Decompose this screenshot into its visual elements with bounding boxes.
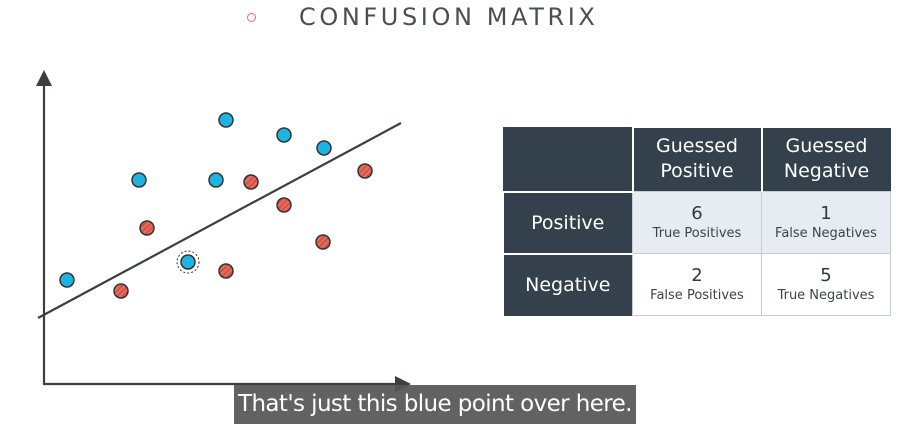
row-header-negative: Negative bbox=[503, 252, 633, 316]
y-axis-arrow-icon bbox=[36, 70, 52, 86]
cell-value: 1 bbox=[820, 203, 832, 224]
cell-value: 2 bbox=[691, 265, 703, 286]
cell-value: 6 bbox=[691, 203, 703, 224]
cell-value: 5 bbox=[820, 265, 832, 286]
col-header-guessed-positive: Guessed Positive bbox=[631, 127, 762, 192]
blue-point bbox=[208, 172, 224, 188]
red-point bbox=[315, 234, 331, 250]
col-header-guessed-negative: Guessed Negative bbox=[760, 127, 891, 192]
cell-false-positives: 2 False Positives bbox=[632, 253, 762, 316]
red-point bbox=[357, 163, 373, 179]
col-header-label: Guessed Negative bbox=[783, 135, 870, 183]
blue-point bbox=[276, 127, 292, 143]
highlight-ring bbox=[176, 250, 200, 274]
blue-point bbox=[59, 272, 75, 288]
confusion-matrix-table: Guessed Positive Guessed Negative Positi… bbox=[503, 127, 891, 316]
bullet-circle-icon bbox=[247, 13, 256, 22]
title-text: CONFUSION MATRIX bbox=[299, 3, 599, 31]
red-point bbox=[243, 174, 259, 190]
blue-point-highlighted bbox=[180, 254, 196, 270]
blue-point bbox=[218, 112, 234, 128]
cell-label: True Negatives bbox=[777, 288, 875, 303]
cell-true-positives: 6 True Positives bbox=[632, 191, 762, 254]
matrix-corner-cell bbox=[503, 127, 633, 192]
y-axis bbox=[36, 70, 52, 384]
row-header-positive: Positive bbox=[503, 190, 633, 254]
blue-point bbox=[131, 172, 147, 188]
red-point bbox=[139, 220, 155, 236]
cell-label: False Negatives bbox=[775, 226, 877, 241]
cell-true-negatives: 5 True Negatives bbox=[761, 253, 891, 316]
red-point bbox=[218, 263, 234, 279]
red-point bbox=[276, 197, 292, 213]
data-points bbox=[59, 112, 373, 299]
cell-label: True Positives bbox=[652, 226, 742, 241]
cell-label: False Positives bbox=[650, 288, 744, 303]
slide-title: CONFUSION MATRIX bbox=[0, 0, 911, 40]
cell-false-negatives: 1 False Negatives bbox=[761, 191, 891, 254]
red-point bbox=[113, 283, 129, 299]
video-caption: That's just this blue point over here. bbox=[234, 385, 636, 424]
blue-point bbox=[316, 140, 332, 156]
separator-line bbox=[37, 122, 402, 319]
col-header-label: Guessed Positive bbox=[655, 135, 738, 183]
